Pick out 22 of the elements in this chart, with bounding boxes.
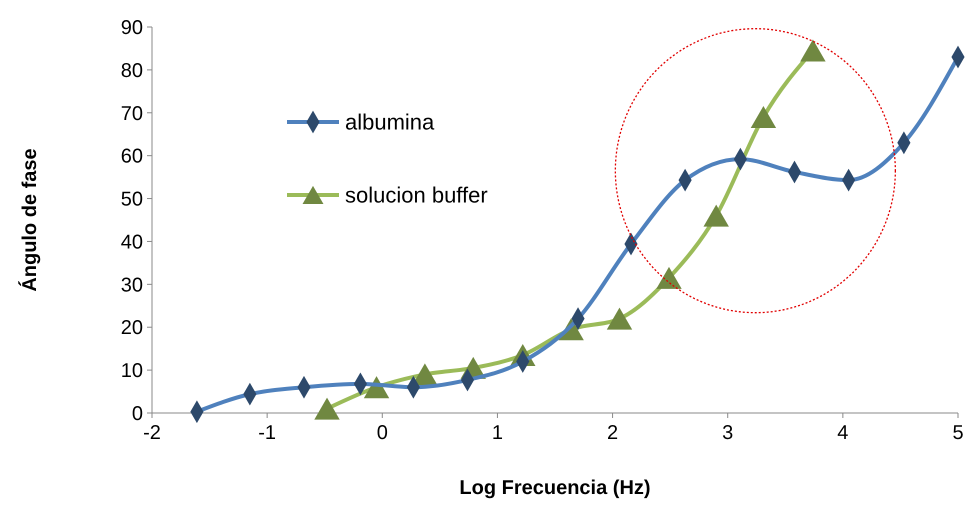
x-axis-title: Log Frecuencia (Hz) xyxy=(459,477,651,499)
y-tick-label: 50 xyxy=(120,188,143,211)
y-tick-label: 0 xyxy=(132,403,143,425)
legend-label: solucion buffer xyxy=(345,182,488,208)
y-tick-label: 20 xyxy=(120,317,143,340)
x-tick-label: 1 xyxy=(492,422,503,444)
y-tick-label: 90 xyxy=(120,17,143,39)
y-tick-label: 30 xyxy=(120,274,143,296)
y-tick-label: 70 xyxy=(120,102,143,125)
x-tick-label: 3 xyxy=(722,422,734,444)
y-tick-label: 80 xyxy=(120,60,143,82)
y-tick-label: 40 xyxy=(120,231,143,254)
x-tick-label: 2 xyxy=(607,422,618,444)
x-tick-label: 5 xyxy=(952,422,964,444)
y-axis-title: Ángulo de fase xyxy=(18,148,41,292)
x-tick-label: -1 xyxy=(258,422,276,444)
y-tick-label: 10 xyxy=(120,360,143,382)
x-tick-label: 0 xyxy=(376,422,388,444)
x-tick-label: 4 xyxy=(837,422,848,444)
x-tick-label: -2 xyxy=(143,422,161,444)
y-tick-label: 60 xyxy=(120,146,143,168)
legend-label: albumina xyxy=(345,110,436,135)
